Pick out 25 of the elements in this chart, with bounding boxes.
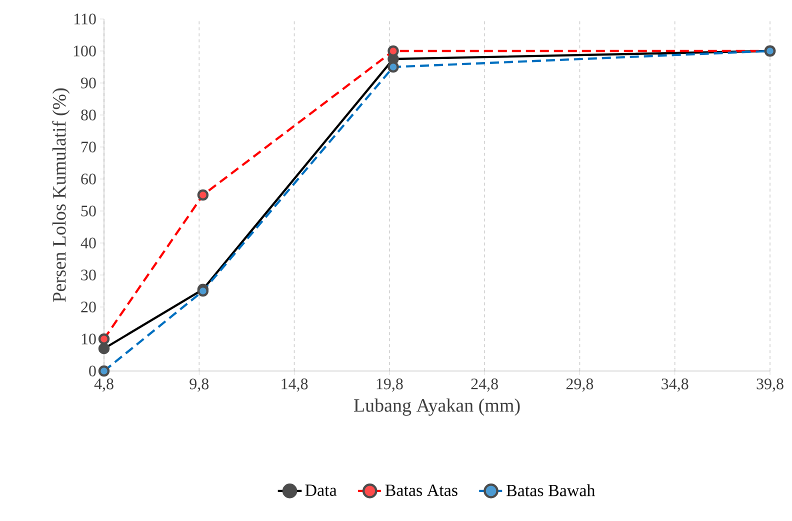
legend-label: Batas Atas — [385, 484, 458, 496]
x-tick-label: 4,8 — [94, 378, 114, 392]
y-tick-label: 0 — [89, 366, 96, 376]
y-tick-label: 70 — [82, 142, 96, 152]
y-tick-label: 20 — [81, 302, 96, 312]
y-tick-label: 50 — [81, 206, 96, 216]
y-tick-label: 60 — [81, 174, 96, 184]
y-tick-label: 30 — [81, 270, 96, 280]
x-tick-label: 29,8 — [566, 378, 594, 392]
legend-label: Data — [305, 484, 337, 496]
y-tick-label: 40 — [80, 238, 96, 248]
y-tick-label: 10 — [82, 334, 96, 344]
y-axis-title: Persen Lolos Kumulatif (%) — [52, 88, 70, 302]
x-tick-label: 19,8 — [376, 378, 403, 392]
legend-label: Batas Bawah — [506, 484, 596, 496]
y-tick-label: 90 — [80, 78, 96, 88]
y-tick-label: 80 — [81, 110, 96, 120]
x-tick-label: 34,8 — [662, 378, 688, 392]
x-tick-label: 39,8 — [756, 378, 784, 392]
x-tick-label: 9,8 — [190, 378, 209, 392]
y-tick-label: 100 — [74, 46, 96, 56]
x-axis-title: Lubang Ayakan (mm) — [354, 398, 520, 416]
y-tick-label: 110 — [74, 14, 96, 24]
x-tick-label: 14,8 — [282, 378, 308, 392]
x-tick-label: 24,8 — [471, 378, 498, 392]
